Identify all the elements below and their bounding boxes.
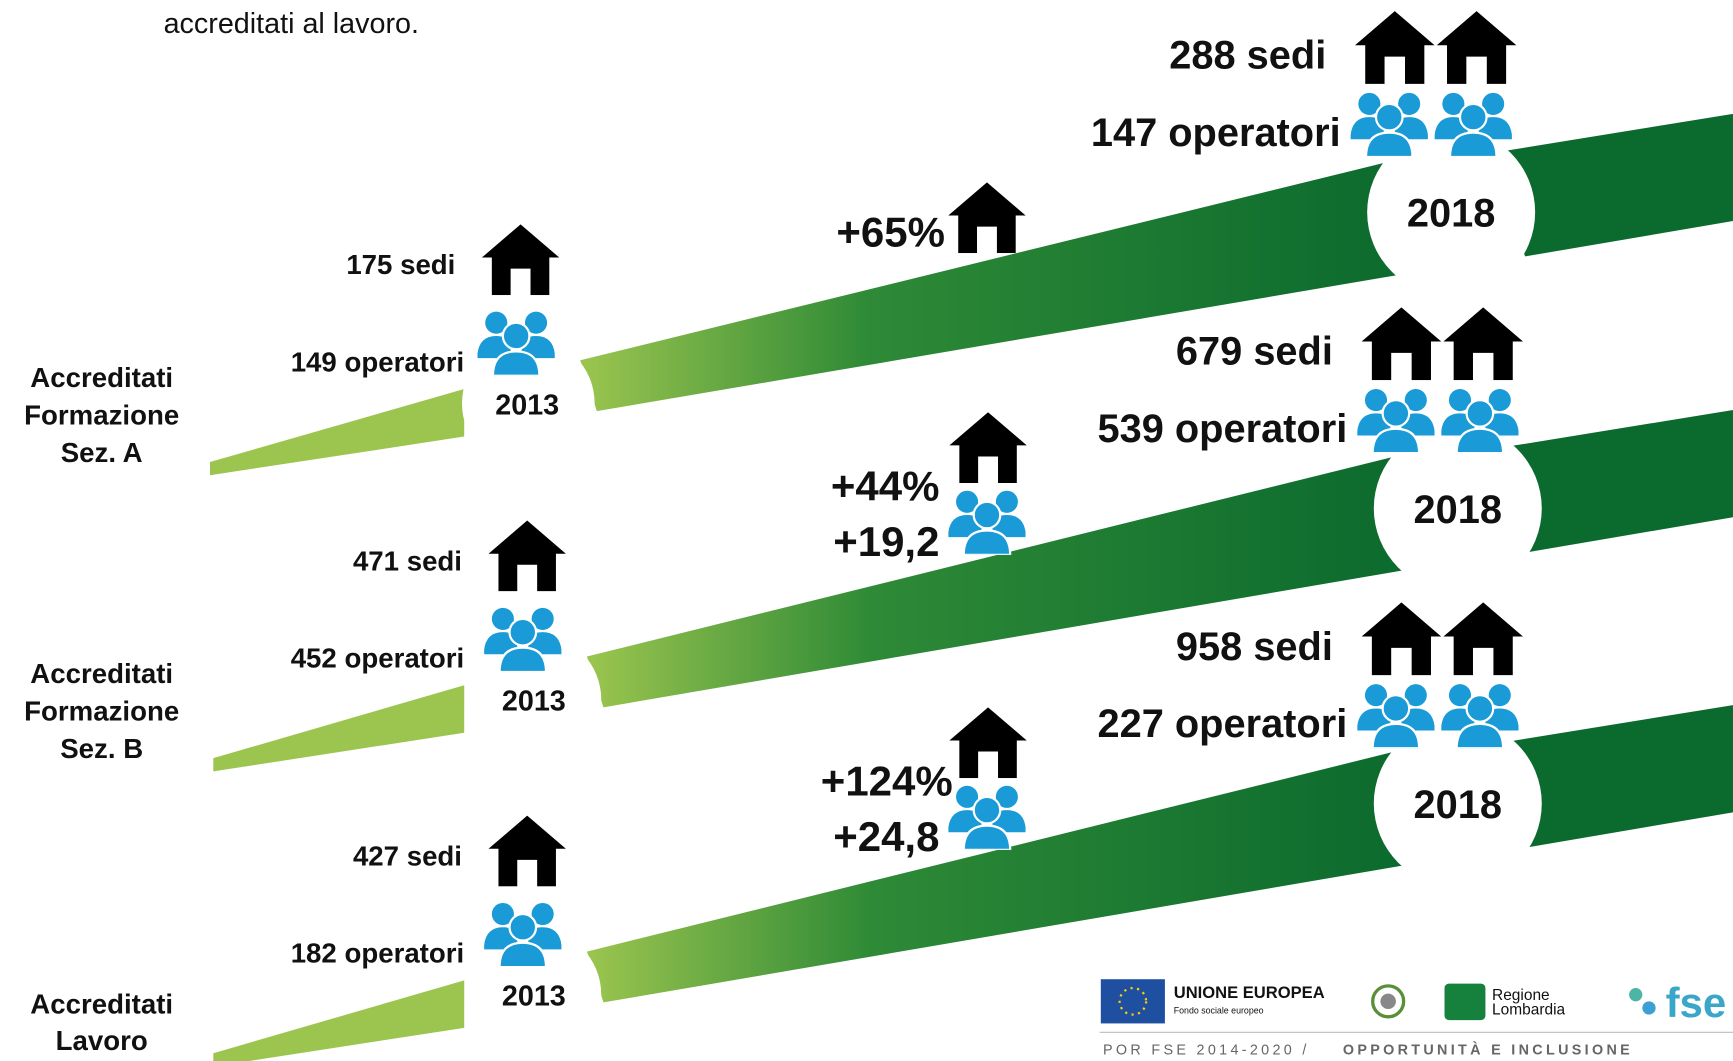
house-icon (1443, 602, 1523, 676)
year-circle-end (1373, 424, 1542, 593)
row-label: Formazione (24, 696, 179, 727)
people-icon (948, 784, 1026, 850)
end-sedi: 958 sedi (1176, 625, 1333, 669)
house-icon (1361, 307, 1442, 381)
rows: Accreditati Formazione Sez. A 175 sedi 149 o… (24, 11, 1733, 1061)
fse-logo: fse (1666, 979, 1727, 1026)
house-icon (1443, 307, 1523, 381)
end-year: 2018 (1414, 783, 1502, 827)
change-operatori: +19,2 (833, 518, 939, 565)
change-operatori: +24,8 (833, 813, 939, 860)
row-label: Sez. A (61, 437, 143, 468)
house-icon (1436, 11, 1517, 84)
year-circle-end (1367, 128, 1536, 297)
region-2: Lombardia (1492, 1002, 1565, 1019)
change-sedi: +44% (831, 463, 940, 510)
house-icon (949, 412, 1027, 483)
intro-text: accreditati al lavoro. (164, 8, 419, 40)
end-sedi: 679 sedi (1176, 330, 1333, 374)
end-sedi: 288 sedi (1169, 34, 1326, 78)
people-icon (948, 489, 1026, 555)
ribbon-main (580, 160, 1404, 412)
start-year: 2013 (502, 981, 566, 1013)
end-operatori: 147 operatori (1091, 111, 1341, 155)
house-icon (948, 182, 1026, 254)
ribbon-end (1480, 410, 1733, 553)
end-operatori: 539 operatori (1098, 407, 1348, 451)
change-sedi: +124% (821, 758, 953, 805)
ribbon-end (1480, 705, 1733, 848)
start-operatori: 452 operatori (291, 643, 465, 674)
end-year: 2018 (1414, 488, 1502, 532)
footer: UNIONE EUROPEA Fondo sociale europeo Reg… (1099, 979, 1733, 1058)
row-label: Accreditati (30, 988, 173, 1019)
row-label: Formazione (24, 399, 179, 430)
eu-sub: Fondo sociale europeo (1174, 1005, 1264, 1015)
program: POR FSE 2014-2020 / (1103, 1042, 1310, 1058)
ribbon-start (210, 389, 465, 476)
eu-title: UNIONE EUROPEA (1174, 983, 1325, 1002)
region-1: Regione (1492, 987, 1550, 1004)
house-icon (488, 815, 566, 887)
end-operatori: 227 operatori (1098, 702, 1348, 746)
house-icon (488, 520, 566, 592)
change-sedi: +65% (836, 208, 945, 255)
start-sedi: 175 sedi (346, 249, 455, 280)
end-year: 2018 (1407, 192, 1495, 236)
start-sedi: 427 sedi (353, 840, 462, 871)
house-icon (481, 224, 560, 296)
row-label: Accreditati (30, 658, 173, 689)
ribbon-main (586, 751, 1404, 1003)
start-year: 2013 (502, 686, 566, 718)
eu-flag (1100, 979, 1165, 1024)
program-bold: OPPORTUNITÀ E INCLUSIONE (1343, 1041, 1633, 1058)
ribbon-main (586, 456, 1404, 708)
row-label: Sez. B (60, 733, 143, 764)
row-label: Accreditati (30, 362, 173, 393)
start-year: 2013 (495, 389, 559, 421)
start-operatori: 182 operatori (291, 938, 465, 969)
ribbon-end (1480, 113, 1733, 257)
row-label: Lavoro (56, 1025, 148, 1056)
start-sedi: 471 sedi (353, 545, 462, 576)
ribbon-start (213, 980, 465, 1061)
house-icon (1355, 11, 1435, 84)
year-circle-end (1373, 719, 1542, 888)
house-icon (1361, 602, 1442, 676)
house-icon (949, 707, 1027, 779)
lombardia-logo (1444, 983, 1486, 1021)
start-operatori: 149 operatori (291, 346, 465, 377)
ribbon-start (213, 685, 465, 772)
